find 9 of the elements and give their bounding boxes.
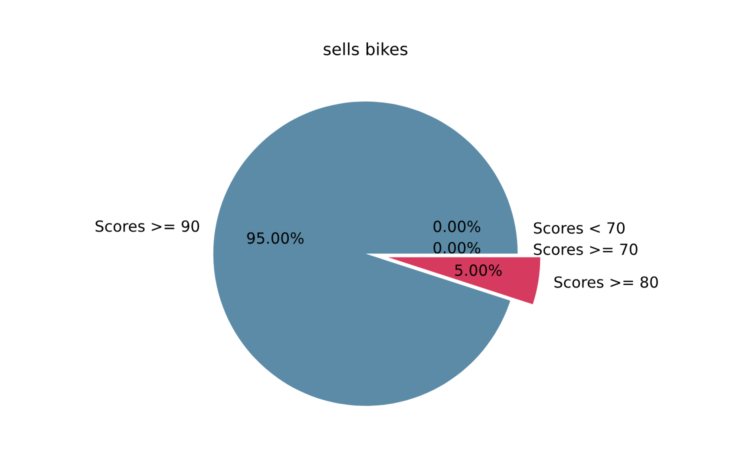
slice-label: Scores >= 80: [554, 276, 658, 288]
text: 0.00%: [434, 242, 480, 254]
category-label: Scores >= 70: [534, 244, 638, 256]
data-label: 95.00%: [247, 232, 304, 244]
category-label: Scores < 70: [534, 222, 625, 234]
data-label: 5.00%: [455, 264, 502, 276]
text: 0.00%: [434, 220, 480, 232]
chart-title: sells bikes: [324, 42, 408, 56]
slice-label: Scores >= 90: [96, 220, 200, 232]
